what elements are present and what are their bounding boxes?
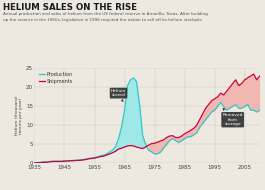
- Text: Removed
from
storage: Removed from storage: [222, 108, 243, 126]
- Legend: Production, Shipments: Production, Shipments: [39, 72, 73, 84]
- Y-axis label: Helium (thousand
tonnes per year): Helium (thousand tonnes per year): [15, 97, 23, 135]
- Text: HELIUM SALES ON THE RISE: HELIUM SALES ON THE RISE: [3, 3, 137, 12]
- Text: Helium
stored: Helium stored: [111, 89, 126, 101]
- Text: Annual production and sales of helium from the US federal reserve in Amarillo, T: Annual production and sales of helium fr…: [3, 12, 207, 21]
